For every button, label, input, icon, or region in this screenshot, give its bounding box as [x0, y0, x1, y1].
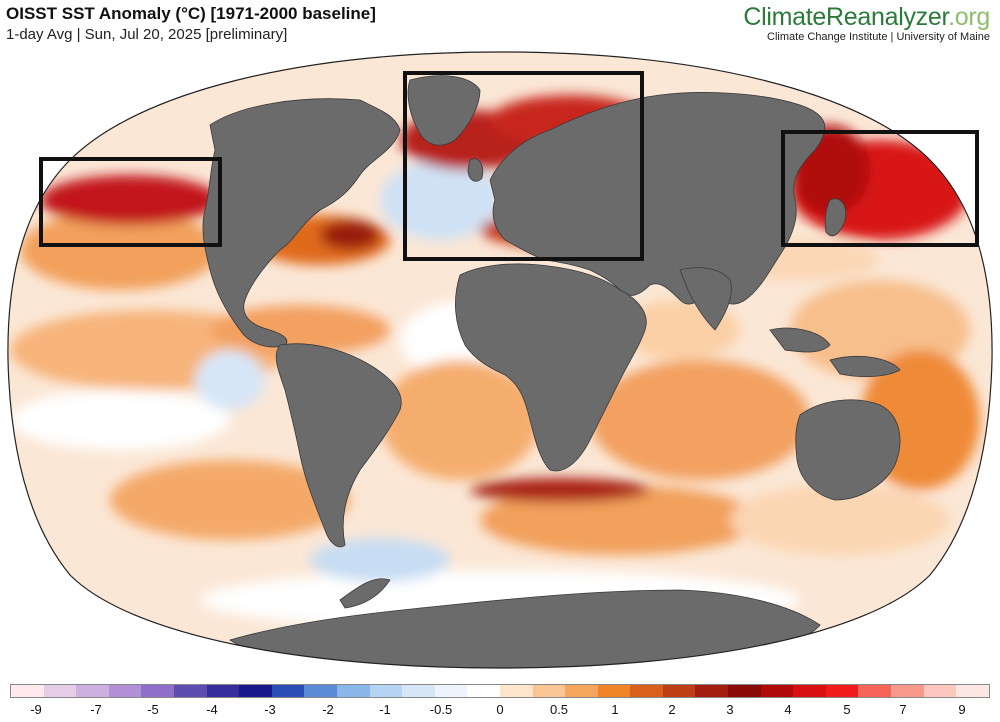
scale-tick-label: -2	[322, 702, 334, 717]
color-swatch	[336, 685, 370, 697]
scale-tick-label: 0.5	[549, 702, 569, 717]
color-swatch	[858, 685, 892, 697]
anomaly-field	[10, 95, 980, 630]
color-swatch	[11, 685, 44, 697]
color-swatch	[597, 685, 631, 697]
color-swatch	[662, 685, 696, 697]
greenland	[407, 75, 481, 146]
africa	[455, 263, 647, 472]
antarctica	[229, 589, 821, 668]
color-swatch	[369, 685, 403, 697]
color-swatch	[467, 685, 500, 697]
color-swatch	[76, 685, 109, 697]
brand-block: ClimateReanalyzer.org Climate Change Ins…	[743, 2, 990, 43]
map-title: OISST SST Anomaly (°C) [1971-2000 baseli…	[6, 4, 376, 23]
color-swatch	[141, 685, 174, 697]
eurasia	[489, 92, 826, 305]
scale-tick-label: 9	[958, 702, 966, 717]
color-swatch	[956, 685, 989, 697]
scale-tick-label: 5	[843, 702, 851, 717]
indian-subcontinent	[679, 267, 732, 331]
color-scale-bar	[10, 684, 990, 698]
highlight-box-northwest-pacific	[781, 130, 979, 247]
color-swatch	[565, 685, 598, 697]
japan	[824, 198, 847, 237]
land-masses	[202, 75, 901, 668]
scale-tick-label: -3	[264, 702, 276, 717]
brand-tld: .org	[948, 3, 990, 31]
color-swatch	[793, 685, 826, 697]
scale-tick-label: 3	[726, 702, 734, 717]
new-guinea	[829, 355, 901, 378]
color-swatch	[923, 685, 957, 697]
color-swatch	[760, 685, 794, 697]
scale-tick-label: 7	[899, 702, 907, 717]
highlight-box-north-pacific	[39, 157, 222, 247]
color-swatch	[108, 685, 142, 697]
scale-tick-label: 4	[784, 702, 792, 717]
color-swatch	[891, 685, 924, 697]
scale-tick-label: -1	[379, 702, 391, 717]
color-swatch	[728, 685, 761, 697]
color-swatch	[304, 685, 337, 697]
color-swatch	[695, 685, 729, 697]
color-swatch	[173, 685, 207, 697]
scale-tick-label: -5	[147, 702, 159, 717]
scale-tick-label: -9	[30, 702, 42, 717]
color-swatch	[239, 685, 272, 697]
color-swatch	[532, 685, 566, 697]
globe-outline	[7, 51, 993, 669]
color-swatch	[434, 685, 468, 697]
scale-tick-label: -7	[90, 702, 102, 717]
color-swatch	[206, 685, 240, 697]
australia	[795, 399, 901, 501]
highlight-box-north-atlantic-europe	[403, 71, 644, 261]
scale-tick-label: -4	[206, 702, 218, 717]
north-america	[202, 98, 401, 348]
color-swatch	[825, 685, 859, 697]
brand-logo[interactable]: ClimateReanalyzer.org	[743, 2, 990, 32]
color-swatch	[630, 685, 663, 697]
sst-anomaly-map	[7, 51, 993, 669]
antarctic-peninsula	[339, 578, 391, 609]
color-swatch	[402, 685, 435, 697]
color-scale-ticks: -9 -7 -5 -4 -3 -2 -1 -0.5 0 0.5 1 2 3 4 5 7 9	[0, 702, 1000, 720]
brand-affiliation: Climate Change Institute | University of…	[767, 31, 990, 43]
scale-tick-label: -0.5	[429, 702, 453, 717]
color-swatch	[43, 685, 77, 697]
scale-tick-label: 0	[496, 702, 504, 717]
map-subtitle: 1-day Avg | Sun, Jul 20, 2025 [prelimina…	[6, 26, 288, 43]
scale-tick-label: 1	[611, 702, 619, 717]
great-britain	[467, 158, 484, 182]
color-swatch	[271, 685, 305, 697]
color-swatch	[499, 685, 533, 697]
south-america	[275, 343, 402, 548]
scale-tick-label: 2	[668, 702, 676, 717]
southeast-asia-islands	[769, 327, 831, 353]
brand-name: ClimateReanalyzer	[743, 3, 949, 31]
